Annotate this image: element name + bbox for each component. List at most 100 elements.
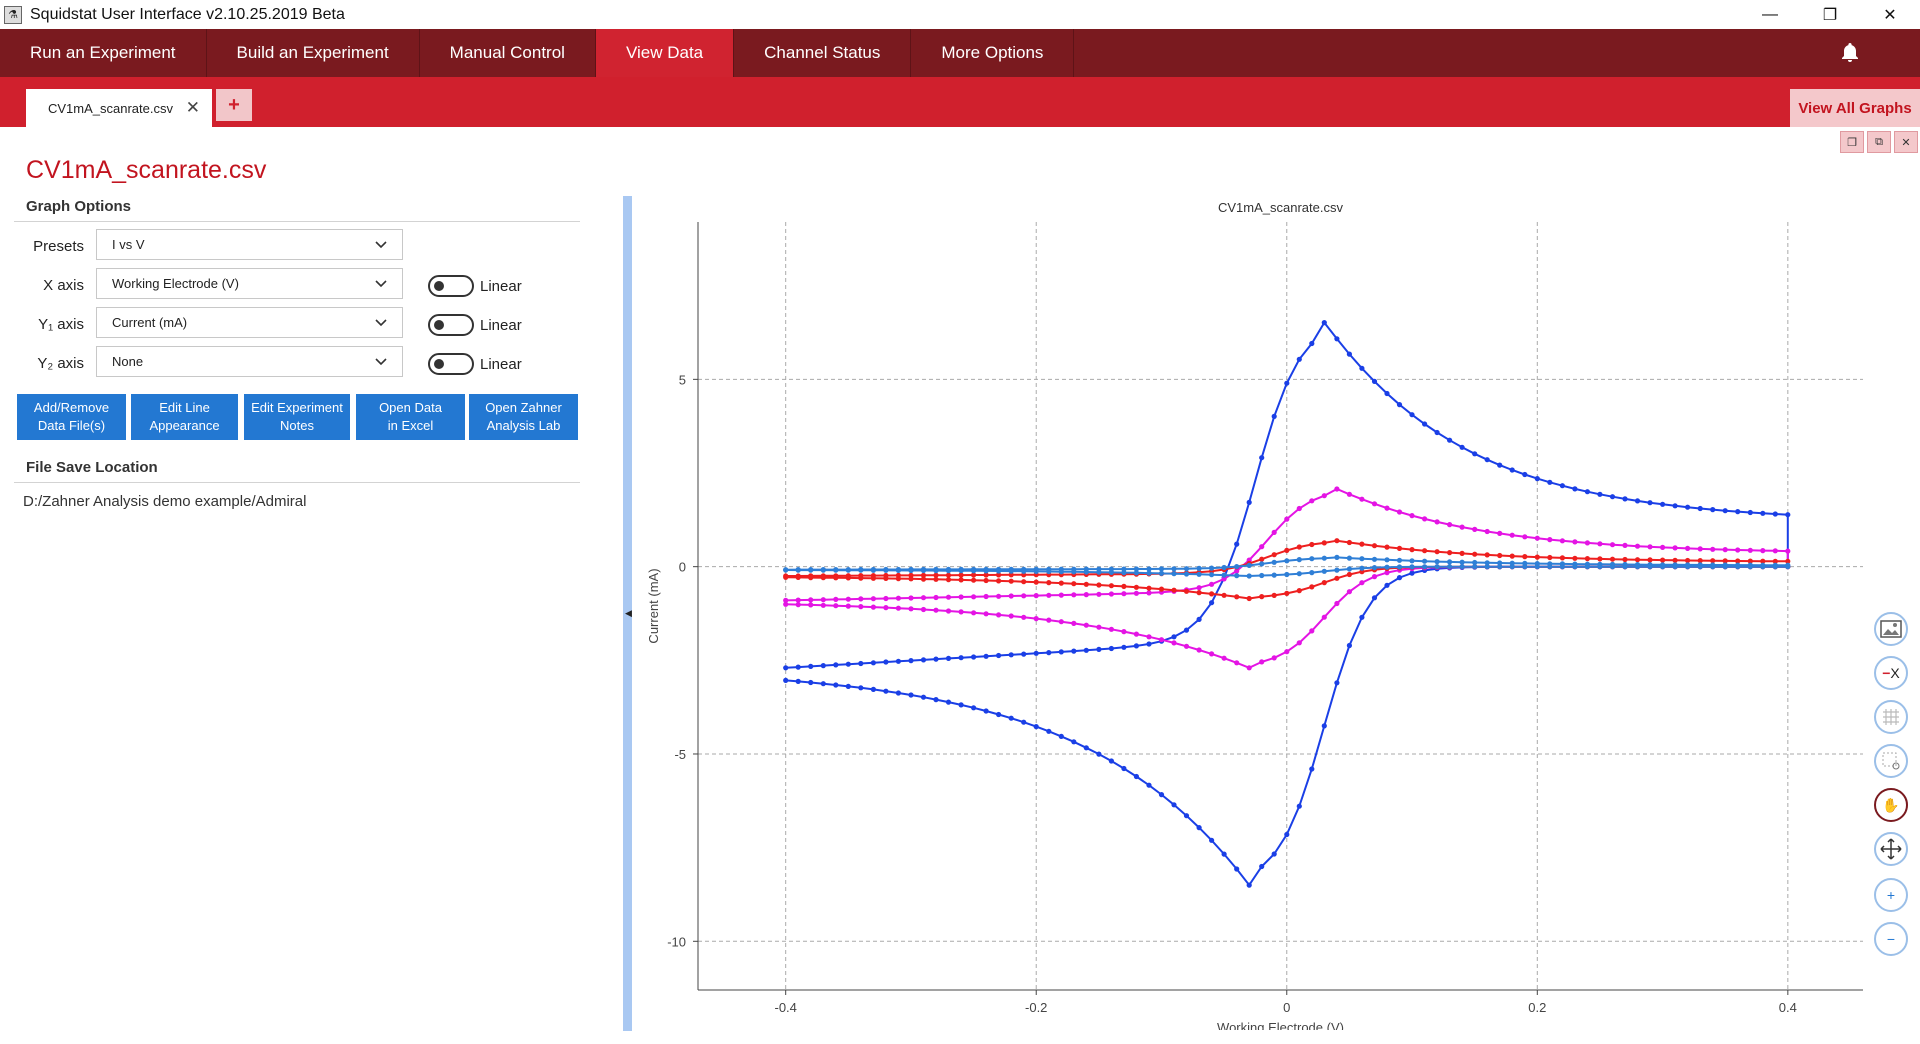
data-point	[858, 604, 864, 610]
y2-axis-select[interactable]: None	[96, 346, 403, 377]
x-axis-select[interactable]: Working Electrode (V)	[96, 268, 403, 299]
remove-series-icon[interactable]: − X	[1874, 656, 1908, 690]
data-point	[1008, 572, 1014, 578]
data-point	[1760, 564, 1766, 570]
data-point	[908, 567, 914, 574]
data-point	[1133, 570, 1139, 576]
data-point	[1760, 510, 1766, 516]
data-point	[1609, 556, 1616, 562]
move-icon[interactable]	[1874, 832, 1908, 866]
y1-axis-select[interactable]: Current (mA)	[96, 307, 403, 338]
edit-experiment-notes-button[interactable]: Edit Experiment Notes	[244, 394, 350, 440]
data-point	[833, 662, 839, 668]
panel-splitter[interactable]: ◀	[623, 196, 632, 1031]
save-image-icon[interactable]	[1874, 612, 1908, 646]
cv-chart[interactable]: CV1mA_scanrate.csv -0.4 -0.2 0 0.2 0.4 5 0 -5 -10…	[640, 190, 1875, 1030]
data-point	[1497, 552, 1503, 559]
menu-manual-control[interactable]: Manual Control	[420, 29, 596, 77]
close-graph-icon[interactable]: ✕	[1894, 131, 1918, 153]
data-point	[1096, 624, 1102, 630]
data-point	[908, 606, 914, 612]
data-point	[1108, 758, 1114, 764]
presets-select[interactable]: I vs V	[96, 229, 403, 260]
data-point	[1209, 591, 1215, 597]
data-point	[1209, 581, 1215, 587]
data-point	[983, 568, 989, 574]
add-remove-data-files-button[interactable]: Add/Remove Data File(s)	[17, 394, 126, 440]
data-point	[958, 577, 964, 583]
data-point	[845, 661, 851, 667]
data-point	[1346, 351, 1352, 357]
bell-icon[interactable]	[1838, 41, 1862, 65]
hand-pan-icon[interactable]: ✋	[1874, 788, 1908, 822]
data-point	[1572, 486, 1578, 492]
data-point	[1271, 572, 1277, 578]
file-tab[interactable]: CV1mA_scanrate.csv ✕	[26, 89, 212, 127]
zoom-box-icon[interactable]	[1874, 744, 1908, 778]
add-tab-button[interactable]: +	[216, 89, 252, 121]
open-data-in-excel-button[interactable]: Open Data in Excel	[356, 394, 465, 440]
data-point	[1221, 851, 1227, 857]
file-tab-label: CV1mA_scanrate.csv	[48, 100, 173, 116]
data-point	[1309, 498, 1315, 504]
data-point	[1447, 437, 1453, 443]
data-point	[1309, 584, 1315, 590]
view-all-graphs-button[interactable]: View All Graphs	[1790, 89, 1920, 127]
data-point	[1346, 566, 1352, 572]
data-point	[1259, 556, 1265, 562]
y2-axis-linear-toggle[interactable]	[428, 353, 474, 375]
data-point	[1534, 535, 1540, 541]
collapse-arrow-icon[interactable]: ◀	[625, 608, 632, 618]
data-point	[1522, 554, 1528, 560]
popout-graph-icon[interactable]: ⧉	[1867, 131, 1891, 153]
data-point	[1597, 491, 1603, 497]
data-point	[1384, 564, 1390, 570]
data-point	[1284, 380, 1290, 386]
data-point	[945, 568, 952, 574]
open-zahner-analysis-lab-button[interactable]: Open Zahner Analysis Lab	[469, 394, 578, 440]
data-point	[1196, 616, 1202, 622]
data-point	[1284, 516, 1290, 522]
menu-build-experiment[interactable]: Build an Experiment	[207, 29, 420, 77]
y1-axis-label: Y₁ axis	[38, 316, 84, 333]
data-point	[1472, 551, 1478, 557]
menu-run-experiment[interactable]: Run an Experiment	[0, 29, 207, 77]
grid-icon[interactable]	[1874, 700, 1908, 734]
close-window-button[interactable]: ✕	[1883, 6, 1897, 24]
restore-button[interactable]: ❐	[1822, 6, 1838, 24]
data-point	[1459, 564, 1465, 570]
x-axis-linear-toggle[interactable]	[428, 275, 474, 297]
data-point	[1334, 538, 1340, 544]
data-point	[1246, 882, 1252, 888]
data-point	[1497, 462, 1503, 468]
data-point	[1685, 504, 1691, 510]
data-point	[1158, 792, 1165, 798]
data-point	[1359, 565, 1365, 571]
zoom-out-icon[interactable]: −	[1874, 922, 1908, 956]
app-title: Squidstat User Interface v2.10.25.2019 B…	[30, 5, 345, 23]
data-point	[1685, 545, 1691, 551]
data-point	[1459, 559, 1465, 565]
data-point	[1008, 652, 1014, 658]
data-point	[1321, 723, 1327, 729]
data-point	[1409, 547, 1415, 553]
menu-more-options[interactable]: More Options	[911, 29, 1075, 77]
data-point	[1196, 565, 1202, 571]
restore-graph-icon[interactable]: ❐	[1840, 131, 1864, 153]
y1-axis-linear-toggle[interactable]	[428, 314, 474, 336]
data-point	[908, 692, 914, 698]
menu-channel-status[interactable]: Channel Status	[734, 29, 912, 77]
menu-view-data[interactable]: View Data	[595, 29, 735, 77]
data-point	[1384, 582, 1390, 588]
minimize-button[interactable]: —	[1762, 5, 1778, 23]
edit-line-appearance-button[interactable]: Edit Line Appearance	[131, 394, 238, 440]
close-tab-icon[interactable]: ✕	[185, 98, 200, 117]
data-point	[1046, 617, 1052, 623]
open-zahner-label: Open Zahner Analysis Lab	[485, 400, 562, 433]
data-point	[1234, 573, 1240, 579]
x-tick-label: 0	[1283, 1000, 1290, 1015]
zoom-in-icon[interactable]: +	[1874, 878, 1908, 912]
data-point	[1422, 548, 1428, 554]
data-point	[1058, 592, 1064, 598]
data-point	[1409, 558, 1415, 564]
